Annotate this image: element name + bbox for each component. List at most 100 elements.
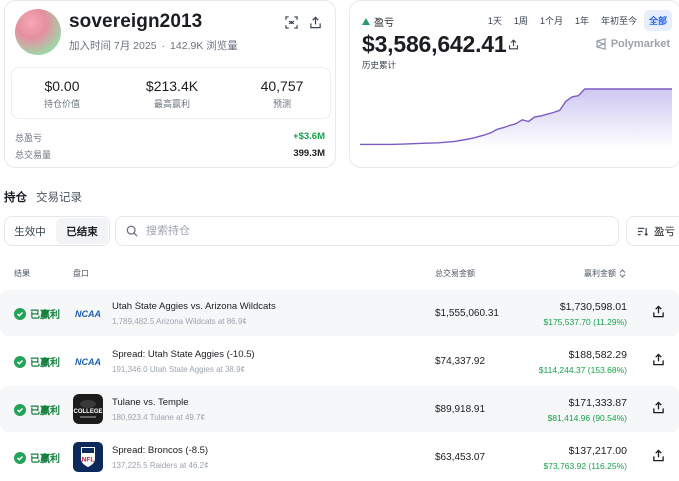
range-1y[interactable]: 1年 — [574, 16, 589, 26]
market-title[interactable]: Tulane vs. Temple — [112, 397, 189, 408]
market-gain: $175,537.70 (11.29%) — [543, 317, 628, 327]
username: sovereign2013 — [69, 11, 203, 32]
header-won-sort[interactable]: 赢利金额 — [584, 268, 626, 279]
won-badge: 已赢利 — [14, 354, 60, 369]
up-triangle-icon — [362, 18, 370, 25]
range-all[interactable]: 全部 — [643, 10, 672, 31]
share-icon[interactable] — [652, 449, 665, 467]
header-won-label: 赢利金额 — [584, 269, 616, 278]
pnl-value: $3,586,642.41 — [362, 31, 507, 57]
market-volume: $63,453.07 — [435, 452, 486, 463]
stat-predictions: 40,757 预测 — [232, 78, 332, 110]
filter-active-button[interactable]: 生效中 — [14, 225, 46, 238]
pnl-subtitle: 历史累计 — [362, 60, 397, 70]
pnl-card: 盈亏 1天 1周 1个月 1年 年初至今 全部 $3,586,642.41 Po… — [349, 0, 679, 168]
total-pnl-label: 总盈亏 — [15, 133, 43, 143]
stat-value: 40,757 — [260, 78, 304, 94]
total-volume-value: 399.3M — [293, 148, 325, 159]
tab-positions[interactable]: 持仓 — [4, 192, 27, 204]
polymarket-logo: Polymarket — [595, 38, 670, 50]
range-selector: 1天 1周 1个月 1年 年初至今 全部 — [483, 10, 672, 31]
pnl-area — [360, 89, 672, 145]
ncaa-logo-text: NCAA — [75, 309, 101, 319]
search-bar — [115, 216, 619, 246]
joined-date: 加入时间 7月 2025 — [69, 40, 157, 52]
market-value: $1,730,598.01 — [559, 301, 627, 313]
market-value: $188,582.29 — [568, 349, 627, 361]
pnl-chart — [360, 88, 672, 146]
market-value: $137,217.00 — [568, 445, 627, 457]
won-badge: 已赢利 — [14, 450, 60, 465]
header-market: 盘口 — [73, 269, 89, 278]
market-title[interactable]: Spread: Utah State Aggies (-10.5) — [112, 349, 255, 360]
nfl-logo-text: NFL — [82, 457, 95, 464]
share-icon[interactable] — [652, 401, 665, 419]
join-info: 加入时间 7月 2025 · 142.9K 浏览量 — [69, 40, 238, 52]
share-icon[interactable] — [508, 37, 519, 55]
header-volume: 总交易金额 — [435, 269, 475, 278]
sort-label: 盈亏 — [654, 225, 675, 238]
stat-label: 最高赢利 — [153, 99, 190, 109]
tab-activity[interactable]: 交易记录 — [36, 192, 82, 204]
stat-biggest-win: $213.4K 最高赢利 — [122, 78, 222, 110]
market-gain: $114,244.37 (153.68%) — [538, 365, 627, 375]
share-icon[interactable] — [652, 305, 665, 323]
ncaa-logo: NCAA — [73, 346, 103, 376]
stats-box: $0.00 持仓价值 $213.4K 最高赢利 40,757 预测 — [11, 67, 331, 119]
market-gain: $73,763.92 (116.25%) — [543, 461, 628, 471]
nfl-logo: NFL — [73, 442, 103, 472]
ncaa-logo-text: NCAA — [75, 357, 101, 367]
polymarket-icon — [596, 38, 606, 50]
check-icon — [14, 451, 26, 464]
pnl-header: 盈亏 — [362, 14, 394, 29]
check-icon — [14, 403, 26, 416]
market-title[interactable]: Utah State Aggies vs. Arizona Wildcats — [112, 301, 276, 312]
share-icon[interactable] — [306, 13, 324, 31]
table-row[interactable]: 已赢利 COLLEGE Tulane vs. Temple 180,923.4 … — [0, 386, 679, 432]
profile-card: sovereign2013 加入时间 7月 2025 · 142.9K 浏览量 $0… — [4, 0, 336, 168]
sort-button[interactable]: 盈亏 — [626, 216, 679, 246]
ncaa-logo: NCAA — [73, 298, 103, 328]
market-sub: 180,923.4 Tulane at 49.7¢ — [112, 413, 205, 422]
polymarket-brand: Polymarket — [610, 38, 670, 50]
search-input[interactable] — [146, 225, 586, 237]
market-sub: 191,346.0 Utah State Aggies at 38.9¢ — [112, 365, 245, 374]
status-toggle: 生效中 已结束 — [4, 216, 110, 246]
total-pnl-value: +$3.6M — [293, 131, 325, 142]
college-logo-text: COLLEGE — [73, 409, 102, 415]
college-football-logo: COLLEGE — [73, 394, 103, 424]
market-volume: $1,555,060.31 — [435, 308, 499, 319]
status-label: 已赢利 — [30, 454, 60, 465]
filter-closed-button[interactable]: 已结束 — [56, 218, 108, 244]
range-1d[interactable]: 1天 — [487, 16, 502, 26]
market-volume: $89,918.91 — [435, 404, 486, 415]
range-ytd[interactable]: 年初至今 — [600, 16, 637, 26]
market-sub: 1,789,482.5 Arizona Wildcats at 86.9¢ — [112, 317, 247, 326]
search-icon — [126, 225, 138, 237]
table-row[interactable]: 已赢利 NCAA Spread: Utah State Aggies (-10.… — [0, 338, 679, 384]
market-volume: $74,337.92 — [435, 356, 486, 367]
pnl-line — [360, 88, 672, 146]
stat-position-value: $0.00 持仓价值 — [12, 78, 112, 110]
sort-arrows-icon — [619, 269, 626, 278]
stat-value: $0.00 — [44, 78, 80, 94]
range-1m[interactable]: 1个月 — [539, 16, 563, 26]
stat-value: $213.4K — [145, 78, 199, 94]
view-count: 142.9K 浏览量 — [170, 40, 238, 52]
won-badge: 已赢利 — [14, 402, 60, 417]
table-row[interactable]: 已赢利 NFL Spread: Broncos (-8.5) 137,225.5… — [0, 434, 679, 480]
scan-icon[interactable] — [282, 13, 300, 31]
share-icon[interactable] — [652, 353, 665, 371]
check-icon — [14, 355, 26, 368]
market-sub: 137,225.5 Raiders at 46.2¢ — [112, 461, 209, 470]
range-1w[interactable]: 1周 — [513, 16, 528, 26]
table-row[interactable]: 已赢利 NCAA Utah State Aggies vs. Arizona W… — [0, 290, 679, 336]
won-badge: 已赢利 — [14, 306, 60, 321]
check-icon — [14, 307, 26, 320]
header-result: 结果 — [14, 269, 30, 278]
market-title[interactable]: Spread: Broncos (-8.5) — [112, 445, 209, 456]
stat-label: 持仓价值 — [43, 99, 80, 109]
market-gain: $81,414.96 (90.54%) — [547, 413, 627, 423]
total-volume-label: 总交易量 — [15, 150, 52, 160]
pnl-label: 盈亏 — [374, 18, 394, 29]
